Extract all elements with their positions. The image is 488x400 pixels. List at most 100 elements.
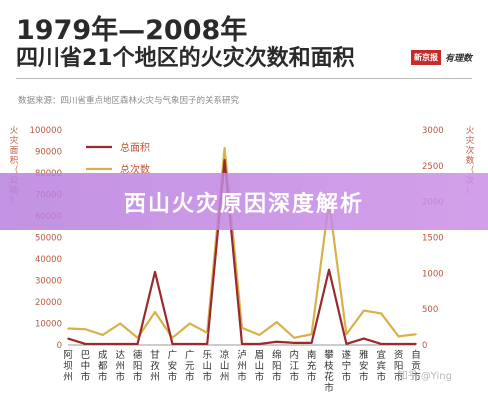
- x-tick-char: 市: [81, 371, 91, 383]
- x-tick-char: 安: [359, 360, 369, 372]
- y-left-tick-label: 40000: [35, 255, 62, 265]
- y-left-tick-label: 50000: [35, 234, 62, 244]
- count-point: [136, 337, 139, 339]
- x-tick-label: 达州市: [115, 349, 125, 383]
- x-tick-label: 眉山市: [255, 350, 265, 383]
- area-point: [380, 343, 383, 345]
- x-tick-char: 凉: [220, 349, 230, 361]
- x-tick-label: 南充市: [307, 349, 317, 383]
- count-point: [310, 333, 313, 336]
- y-left-axis-label-char: 积: [10, 155, 19, 166]
- x-tick-char: 宾: [376, 360, 386, 372]
- logo-right: 有理数: [444, 53, 472, 64]
- x-tick-label: 宜宾市: [376, 349, 386, 383]
- x-tick-char: 市: [237, 371, 247, 383]
- y-left-tick-label: 0: [57, 341, 62, 351]
- x-tick-char: 市: [168, 371, 178, 383]
- y-left-axis-label-char: 面: [10, 146, 19, 156]
- x-tick-char: 攀: [324, 349, 334, 361]
- x-tick-char: 雅: [359, 349, 369, 361]
- count-point: [84, 328, 87, 331]
- x-tick-char: 甘: [150, 349, 160, 361]
- y-right-axis-label-char: 火: [466, 126, 475, 136]
- x-tick-char: 花: [324, 371, 334, 383]
- y-left-tick-label: 20000: [35, 298, 62, 308]
- y-right-tick-label: 1000: [422, 269, 444, 279]
- x-tick-char: 贡: [411, 361, 421, 372]
- y-right-tick-label: 0: [422, 341, 427, 351]
- x-tick-char: 市: [376, 371, 386, 383]
- y-right-tick-label: 1500: [422, 234, 444, 244]
- x-tick-char: 宁: [342, 360, 352, 372]
- count-point: [276, 321, 278, 323]
- x-tick-label: 成都市: [98, 349, 108, 383]
- x-tick-char: 市: [133, 371, 143, 383]
- x-tick-char: 达: [115, 349, 125, 361]
- count-point: [363, 309, 365, 312]
- x-tick-label: 泸州市: [237, 350, 247, 383]
- x-tick-char: 州: [115, 361, 125, 372]
- x-tick-char: 广: [185, 349, 195, 361]
- y-left-axis-label-char: 火: [10, 126, 19, 136]
- chart-title-line2: 四川省21个地区的火灾次数和面积: [16, 46, 355, 71]
- y-left-tick-label: 10000: [35, 320, 62, 330]
- area-point: [415, 343, 417, 345]
- x-tick-char: 州: [150, 372, 160, 383]
- area-point: [241, 343, 243, 345]
- overlay-banner: 西山火灾原因深度解析: [0, 173, 488, 230]
- area-point: [84, 343, 87, 345]
- area-point: [293, 342, 296, 344]
- x-tick-char: 遂: [342, 349, 352, 361]
- x-tick-char: 市: [324, 382, 334, 394]
- y-left-tick-label: 100000: [30, 126, 62, 136]
- watermark: 知乎 @Ying: [397, 371, 452, 382]
- area-point: [102, 343, 104, 345]
- y-right-tick-label: 2500: [422, 162, 444, 172]
- area-point: [328, 268, 330, 271]
- legend-label-count: 总次数: [120, 163, 150, 176]
- count-point: [102, 334, 104, 336]
- x-tick-label: 阿坝州: [63, 350, 73, 383]
- x-tick-char: 市: [202, 371, 212, 383]
- x-tick-char: 眉: [255, 350, 265, 361]
- x-tick-label: 雅安市: [359, 349, 369, 383]
- x-tick-char: 坝: [63, 361, 73, 372]
- x-tick-label: 遂宁市: [342, 349, 352, 383]
- y-right-axis-label-char: 数: [466, 155, 475, 166]
- x-tick-char: 绵: [272, 349, 282, 361]
- count-point: [154, 311, 156, 313]
- area-point: [276, 340, 278, 343]
- x-tick-label: 内江市: [289, 349, 299, 383]
- x-tick-char: 宜: [376, 349, 386, 361]
- x-tick-char: 州: [237, 361, 247, 372]
- x-tick-label: 资阳市: [394, 350, 404, 383]
- count-point: [223, 147, 226, 149]
- x-tick-char: 充: [307, 360, 317, 372]
- x-tick-char: 南: [307, 349, 317, 361]
- x-tick-char: 市: [394, 371, 404, 383]
- area-point: [154, 271, 156, 273]
- title-divider: [16, 78, 472, 79]
- area-point: [189, 343, 191, 345]
- x-tick-char: 阳: [272, 361, 282, 372]
- area-point: [397, 343, 400, 345]
- x-tick-char: 元: [185, 361, 195, 372]
- x-tick-char: 江: [289, 361, 299, 372]
- banner-title: 西山火灾原因深度解析: [123, 191, 364, 217]
- x-tick-char: 内: [289, 349, 299, 361]
- count-point: [171, 337, 174, 339]
- count-point: [189, 322, 191, 325]
- count-point: [206, 332, 208, 334]
- x-tick-char: 泸: [237, 350, 247, 361]
- count-point: [67, 327, 69, 330]
- count-point: [293, 337, 296, 339]
- x-tick-char: 成: [98, 349, 108, 361]
- area-point: [67, 337, 69, 340]
- x-tick-char: 广: [168, 349, 178, 361]
- y-right-tick-label: 3000: [422, 126, 444, 136]
- y-right-axis-label-char: 灾: [466, 135, 475, 146]
- count-point: [415, 333, 417, 336]
- x-tick-char: 山: [220, 361, 230, 372]
- x-tick-char: 市: [185, 371, 195, 383]
- area-point: [258, 343, 261, 345]
